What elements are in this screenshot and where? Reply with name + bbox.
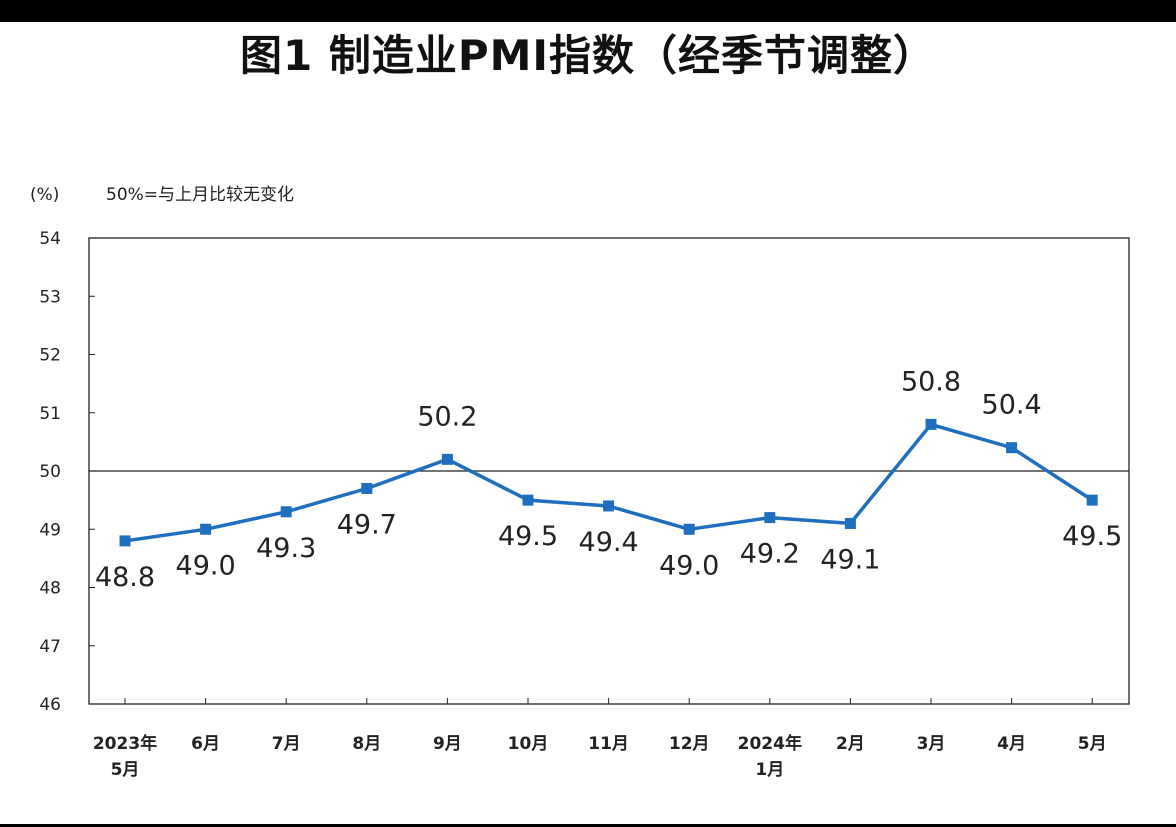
x-tick-label: 3月	[917, 734, 946, 754]
data-point-marker	[522, 494, 534, 506]
data-point-marker	[1086, 494, 1098, 506]
data-label: 49.2	[740, 539, 800, 570]
x-tick-label: 6月	[191, 734, 220, 754]
x-tick-label: 8月	[352, 734, 381, 754]
data-label: 49.1	[820, 544, 880, 575]
data-point-marker	[361, 482, 373, 494]
data-label: 49.5	[1062, 521, 1122, 552]
pmi-series-line	[124, 422, 1094, 543]
data-point-marker	[764, 512, 776, 524]
y-tick-label: 49	[39, 520, 61, 540]
x-tick-label: 10月	[508, 734, 549, 754]
x-tick-label: 5月	[111, 760, 140, 780]
data-label: 49.3	[256, 533, 316, 564]
data-point-marker	[683, 523, 695, 535]
data-label: 49.7	[337, 509, 397, 540]
data-point-marker	[441, 453, 453, 465]
reference-note: 50%=与上月比较无变化	[106, 185, 294, 205]
data-point-marker	[925, 418, 937, 430]
y-tick-label: 46	[39, 695, 61, 715]
y-tick-label: 52	[39, 346, 61, 366]
data-label: 49.4	[579, 527, 639, 558]
data-label: 50.2	[417, 401, 477, 432]
data-point-marker	[844, 517, 856, 529]
data-label: 49.0	[659, 550, 719, 581]
y-tick-label: 50	[39, 462, 61, 482]
data-label: 48.8	[95, 562, 155, 593]
y-tick-label: 53	[39, 287, 61, 307]
data-label: 50.4	[982, 390, 1042, 421]
y-tick-label: 48	[39, 579, 61, 599]
y-axis-unit: (%)	[30, 185, 59, 205]
chart-page	[0, 22, 1176, 824]
x-tick-label: 5月	[1078, 734, 1107, 754]
x-tick-label: 12月	[669, 734, 710, 754]
data-label: 49.5	[498, 521, 558, 552]
chart-title: 图1 制造业PMI指数（经季节调整）	[239, 31, 937, 80]
x-tick-label: 9月	[433, 734, 462, 754]
x-tick-label: 4月	[997, 734, 1026, 754]
data-point-marker	[119, 535, 131, 547]
data-point-marker	[603, 500, 615, 512]
x-tick-label: 2月	[836, 734, 865, 754]
y-tick-label: 47	[39, 637, 61, 657]
x-tick-label: 11月	[588, 734, 629, 754]
data-point-marker	[1006, 442, 1018, 454]
data-label: 50.8	[901, 366, 961, 397]
data-label: 49.0	[176, 550, 236, 581]
y-tick-label: 54	[39, 229, 61, 249]
data-point-marker	[280, 506, 292, 518]
data-point-marker	[200, 523, 212, 535]
x-tick-label: 7月	[272, 734, 301, 754]
x-tick-label: 2024年	[738, 733, 802, 754]
x-tick-label: 2023年	[93, 733, 157, 754]
x-tick-label: 1月	[755, 760, 784, 780]
y-tick-label: 51	[39, 404, 61, 424]
